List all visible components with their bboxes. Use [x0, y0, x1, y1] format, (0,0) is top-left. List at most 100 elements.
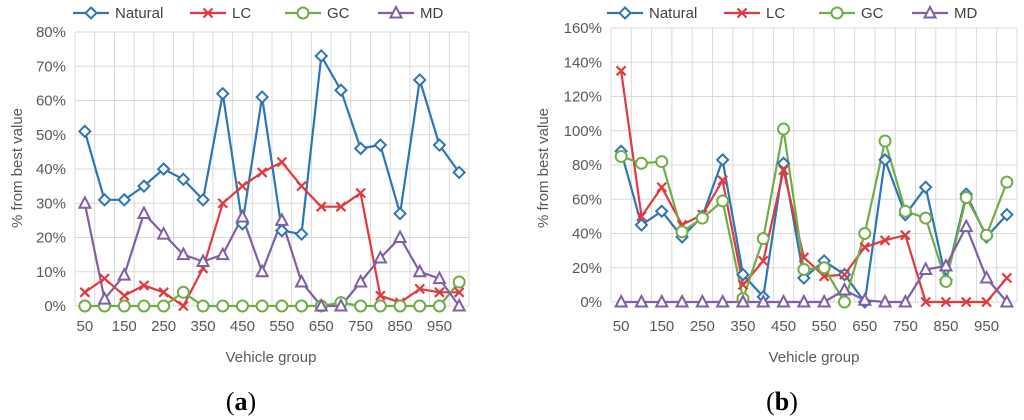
- data-point-natural: [255, 90, 270, 104]
- data-point-natural: [918, 180, 933, 195]
- x-tick-labels: 50 150 250 350 450 550 650 750 850 950: [77, 318, 452, 335]
- data-point-gc: [275, 299, 289, 313]
- data-point-md: [412, 263, 427, 278]
- legend: Natural LC GC MD: [73, 4, 443, 22]
- legend-label: GC: [327, 5, 350, 22]
- y-tick-label: 160%: [564, 20, 602, 37]
- data-point-md: [215, 246, 230, 261]
- legend-label: Natural: [115, 5, 163, 22]
- data-point-gc: [452, 275, 466, 289]
- data-point-gc: [777, 122, 791, 136]
- y-tick-labels: 0% 10% 20% 30% 40% 50% 60% 70% 80%: [36, 24, 66, 315]
- data-point-md: [353, 273, 368, 288]
- data-point-natural: [137, 179, 151, 194]
- x-tick-label: 950: [974, 318, 999, 335]
- data-point-gc: [655, 155, 669, 169]
- data-point-gc: [837, 295, 851, 309]
- data-point-lc: [414, 283, 426, 295]
- data-point-md: [816, 293, 832, 308]
- y-tick-label: 50%: [36, 127, 66, 144]
- legend-item-lc: LC: [724, 5, 785, 22]
- data-point-lc: [757, 255, 769, 267]
- data-point-gc: [373, 299, 387, 313]
- data-point-md: [674, 293, 690, 308]
- legend-marker: [736, 7, 748, 19]
- panel-caption-letter: b: [775, 387, 789, 416]
- legend-item-natural: Natural: [607, 5, 697, 22]
- legend-marker: [84, 6, 98, 20]
- data-point-gc: [432, 299, 446, 313]
- y-tick-label: 60%: [572, 191, 602, 208]
- data-point-natural: [176, 172, 191, 187]
- legend-marker: [830, 6, 844, 20]
- x-tick-label: 250: [151, 318, 176, 335]
- data-point-md: [294, 273, 309, 288]
- data-point-md: [235, 208, 250, 223]
- x-tick-label: 850: [933, 318, 958, 335]
- data-point-gc: [797, 262, 811, 276]
- data-point-lc: [335, 201, 347, 212]
- y-tick-label: 60%: [36, 93, 66, 110]
- data-point-gc: [939, 274, 953, 288]
- data-point-natural: [393, 206, 407, 221]
- series-markers-gc: [78, 275, 466, 313]
- data-point-md: [776, 293, 791, 308]
- series-line-lc: [620, 70, 1008, 304]
- series-layer: [77, 49, 467, 313]
- data-point-lc: [217, 197, 229, 209]
- data-point-gc: [614, 149, 628, 163]
- legend-label: LC: [232, 5, 251, 22]
- data-point-natural: [117, 192, 132, 207]
- data-point-gc: [157, 299, 171, 313]
- panel-caption: (a): [226, 387, 256, 416]
- data-point-lc: [960, 296, 972, 308]
- y-tick-label: 80%: [36, 24, 66, 41]
- data-point-md: [117, 267, 132, 281]
- data-point-natural: [736, 267, 750, 282]
- data-point-md: [715, 293, 730, 308]
- data-point-natural: [156, 162, 171, 176]
- x-tick-label: 750: [893, 318, 918, 335]
- data-point-lc: [296, 180, 307, 192]
- data-point-gc: [413, 299, 427, 313]
- legend-marker: [296, 6, 310, 20]
- data-point-lc: [276, 156, 288, 168]
- x-tick-label: 150: [649, 318, 674, 335]
- data-point-lc: [940, 296, 952, 308]
- data-point-natural: [432, 138, 447, 152]
- data-point-lc: [778, 164, 789, 176]
- data-point-lc: [315, 201, 327, 212]
- legend-label: MD: [420, 5, 443, 22]
- data-point-md: [796, 293, 812, 308]
- legend-marker: [922, 4, 938, 19]
- y-tick-label: 120%: [564, 89, 602, 106]
- data-point-gc: [295, 299, 309, 313]
- data-point-lc: [798, 252, 810, 263]
- data-point-lc: [920, 296, 931, 308]
- data-point-natural: [452, 165, 467, 180]
- y-axis-title: % from best value: [535, 108, 552, 228]
- data-point-md: [735, 293, 751, 308]
- data-point-md: [156, 225, 171, 240]
- x-tick-label: 650: [309, 318, 334, 335]
- data-point-lc: [79, 287, 91, 298]
- x-tick-label: 750: [348, 318, 373, 335]
- y-tick-label: 0%: [44, 298, 66, 315]
- legend-label: LC: [766, 5, 785, 22]
- series-markers-gc: [614, 122, 1014, 309]
- data-point-natural: [878, 152, 892, 167]
- y-tick-label: 0%: [580, 294, 602, 311]
- data-point-gc: [858, 227, 872, 240]
- legend-label: MD: [954, 5, 977, 22]
- data-point-gc: [235, 299, 249, 313]
- chart-panel-a: 0% 10% 20% 30% 40% 50% 60% 70% 80% 50 150 250 350 45…: [9, 4, 470, 416]
- data-point-md: [857, 292, 872, 306]
- data-point-natural: [196, 192, 210, 207]
- data-point-lc: [453, 287, 465, 298]
- grid-lines: [74, 31, 470, 307]
- data-point-lc: [879, 235, 891, 246]
- y-tick-labels: 0% 20% 40% 60% 80% 100% 120% 140% 160%: [564, 20, 602, 311]
- x-axis-title: Vehicle group: [769, 349, 860, 366]
- legend-label: GC: [861, 5, 884, 22]
